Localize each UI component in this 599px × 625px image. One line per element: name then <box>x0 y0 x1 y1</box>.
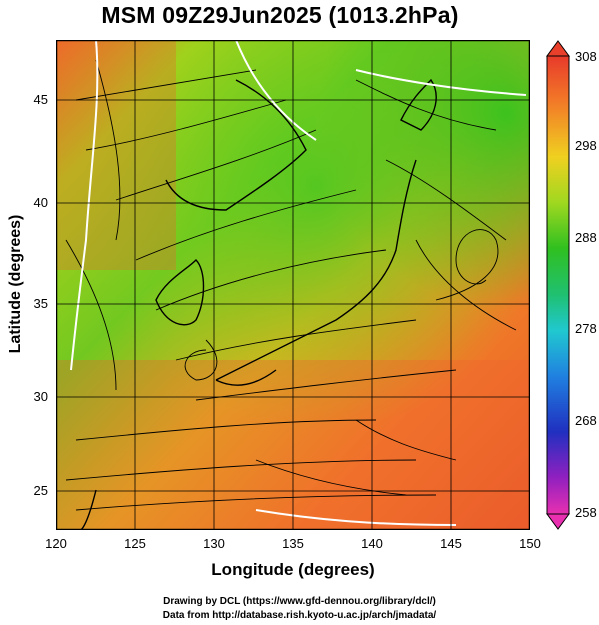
x-tick: 150 <box>519 536 541 551</box>
y-tick: 25 <box>33 483 48 498</box>
colorbar-tick: 278 <box>575 321 597 336</box>
map-title: MSM 09Z29Jun2025 (1013.2hPa) <box>101 2 459 28</box>
x-axis-label: Longitude (degrees) <box>211 560 375 579</box>
x-tick: 130 <box>203 536 225 551</box>
y-tick: 40 <box>33 195 48 210</box>
y-axis-label: Latitude (degrees) <box>7 214 24 354</box>
colorbar <box>546 40 570 530</box>
latlon-grid <box>56 40 530 530</box>
colorbar-tick: 308 <box>575 49 597 64</box>
y-tick: 35 <box>33 296 48 311</box>
colorbar-tick: 258 <box>575 505 597 520</box>
coastlines <box>80 78 437 530</box>
credit-drawing: Drawing by DCL (https://www.gfd-dennou.o… <box>163 596 436 607</box>
weather-map <box>56 40 530 530</box>
y-tick: 30 <box>33 389 48 404</box>
freezing-contours <box>70 40 527 526</box>
colorbar-tick: 298 <box>575 138 597 153</box>
x-tick: 140 <box>361 536 383 551</box>
y-tick: 45 <box>33 92 48 107</box>
colorbar-tick: 268 <box>575 413 597 428</box>
credit-data: Data from http://database.rish.kyoto-u.a… <box>162 610 437 621</box>
x-tick: 145 <box>440 536 462 551</box>
x-tick: 135 <box>282 536 304 551</box>
x-tick: 120 <box>45 536 67 551</box>
colorbar-tick: 288 <box>575 230 597 245</box>
streamlines <box>65 59 517 511</box>
x-tick: 125 <box>124 536 146 551</box>
